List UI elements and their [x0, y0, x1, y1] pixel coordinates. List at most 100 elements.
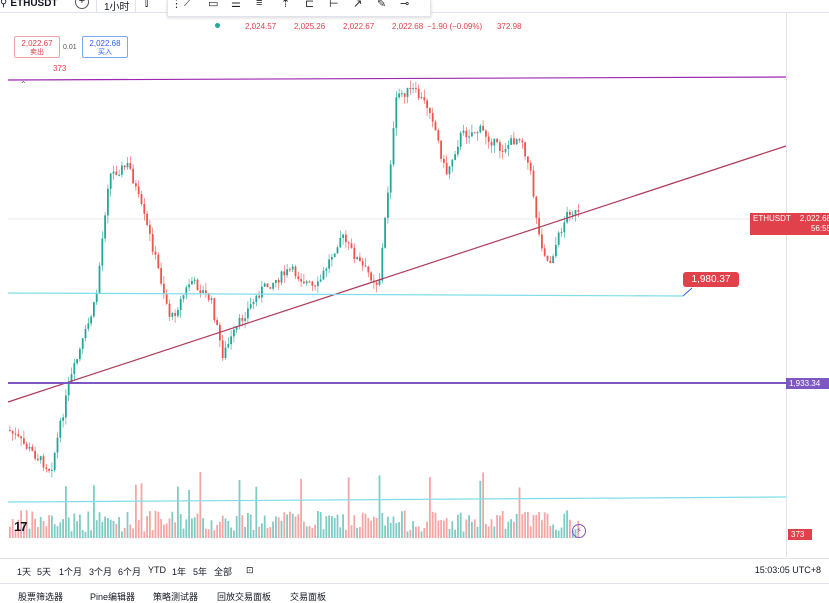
interval-button[interactable]: 1小时 — [104, 2, 130, 13]
sell-button[interactable]: 2,022.67 卖出 — [14, 36, 60, 58]
candle-body — [79, 348, 81, 360]
volume-bar — [25, 510, 28, 538]
buy-button[interactable]: 2,022.68 买入 — [82, 36, 128, 58]
tab-replay-trading[interactable]: 回放交易面板 — [217, 592, 272, 602]
volume-bar — [325, 516, 328, 538]
volume-bar — [401, 511, 403, 538]
candle-body — [98, 265, 101, 294]
candle-body — [205, 290, 207, 293]
candle-body — [409, 87, 412, 89]
volume-bar — [465, 519, 468, 538]
toolbar-divider — [96, 0, 97, 12]
volume-bar — [79, 514, 81, 538]
volume-bar — [76, 521, 78, 538]
range-3m[interactable]: 3个月 — [89, 567, 113, 577]
candle-body — [451, 159, 454, 167]
arrow-marker-icon[interactable]: ⇡ — [281, 0, 291, 10]
candle-body — [454, 154, 456, 160]
resistance-line[interactable] — [7, 76, 787, 81]
price-range-icon[interactable]: ⊢ — [329, 0, 339, 10]
candles-icon[interactable]: ⫿ — [145, 0, 149, 9]
bracket-icon[interactable]: ⊏ — [305, 0, 315, 10]
callout-icon[interactable]: ▭ — [208, 0, 219, 10]
volume-bar — [207, 529, 210, 538]
candle-body — [560, 232, 563, 234]
horizontal-lines-icon[interactable]: ≡ — [256, 0, 263, 9]
clock[interactable]: 15:03:05 UTC+8 — [754, 565, 821, 575]
tab-pine-editor[interactable]: Pine编辑器 — [90, 592, 136, 602]
candle-body — [238, 318, 241, 327]
range-1m[interactable]: 1个月 — [59, 567, 83, 577]
candle-body — [87, 323, 90, 329]
brush-icon[interactable]: ✎ — [377, 0, 387, 10]
path-icon[interactable]: ↗ — [353, 0, 363, 10]
range-6m[interactable]: 6个月 — [118, 567, 142, 577]
support-line[interactable] — [7, 292, 684, 297]
tradingview-logo-icon[interactable]: 17 — [14, 519, 28, 534]
volume-bar — [314, 524, 316, 538]
symbol-search[interactable]: ⚲ ETHUSDT — [0, 0, 58, 9]
drag-handle-icon[interactable]: ⋮ — [171, 0, 182, 10]
volume-bars — [9, 471, 580, 538]
volume-bar — [216, 524, 218, 538]
volume-bar — [406, 531, 409, 538]
candle-body — [14, 433, 17, 435]
volume-bar — [39, 517, 42, 538]
volume-bar — [331, 516, 333, 538]
candle-body — [378, 280, 381, 285]
volume-bar — [171, 511, 174, 538]
trend-line[interactable] — [7, 145, 787, 403]
volume-bar — [569, 519, 571, 538]
volume-bar — [538, 512, 540, 538]
bolt-icon[interactable]: ⚡ — [572, 524, 586, 538]
volume-bar — [381, 513, 384, 538]
symbol-name: ETHUSDT — [10, 0, 58, 9]
range-ytd[interactable]: YTD — [148, 565, 166, 575]
candle-body — [9, 430, 11, 431]
parallel-channel-icon[interactable]: ☰ — [231, 0, 241, 10]
volume-bar — [347, 477, 350, 538]
label-connector — [682, 287, 693, 297]
goto-date-icon[interactable]: ⊡ — [246, 565, 254, 575]
candle-body — [129, 163, 132, 169]
candle-body — [140, 194, 143, 205]
volume-bar — [160, 519, 162, 538]
volume-bar — [23, 522, 25, 538]
range-1y[interactable]: 1年 — [172, 567, 187, 577]
add-symbol-icon[interactable]: + — [75, 0, 89, 9]
trendline-price-label[interactable]: 1,980.37 — [683, 272, 739, 287]
tab-trading-panel[interactable]: 交易面板 — [290, 592, 327, 602]
volume-bar — [476, 526, 479, 538]
horizontal-ray-icon[interactable]: ⊸ — [400, 0, 410, 10]
range-1d[interactable]: 1天 — [17, 567, 32, 577]
candle-body — [258, 295, 260, 298]
volume-bar — [182, 528, 185, 538]
market-open-dot — [215, 23, 220, 28]
volume-bar — [510, 519, 512, 538]
range-5d[interactable]: 5天 — [37, 567, 52, 577]
candle-body — [457, 146, 459, 155]
volume-bar — [249, 514, 252, 538]
volume-bar — [28, 528, 31, 538]
trend-line-icon[interactable]: ⟋ — [184, 0, 192, 9]
volume-bar — [409, 529, 412, 538]
volume-bar — [328, 515, 330, 538]
candle-body — [227, 344, 230, 348]
tab-stock-screener[interactable]: 股票筛选器 — [18, 592, 64, 602]
range-5y[interactable]: 5年 — [193, 567, 208, 577]
last-price-symbol: ETHUSDT — [753, 214, 791, 223]
tab-strategy-tester[interactable]: 策略测试器 — [153, 592, 199, 602]
candle-body — [381, 247, 384, 281]
candle-body — [224, 347, 227, 358]
candle-body — [471, 132, 473, 137]
volume-bar — [14, 530, 17, 538]
price-chart[interactable] — [0, 0, 829, 558]
range-all[interactable]: 全部 — [214, 567, 233, 577]
candle-body — [314, 285, 316, 287]
volume-bar — [258, 526, 260, 538]
collapse-legend-icon[interactable]: ⌃ — [20, 80, 27, 89]
volume-bar — [275, 516, 277, 538]
volume-trend-line[interactable] — [7, 496, 787, 503]
candle-body — [501, 150, 504, 152]
candle-body — [532, 170, 535, 197]
